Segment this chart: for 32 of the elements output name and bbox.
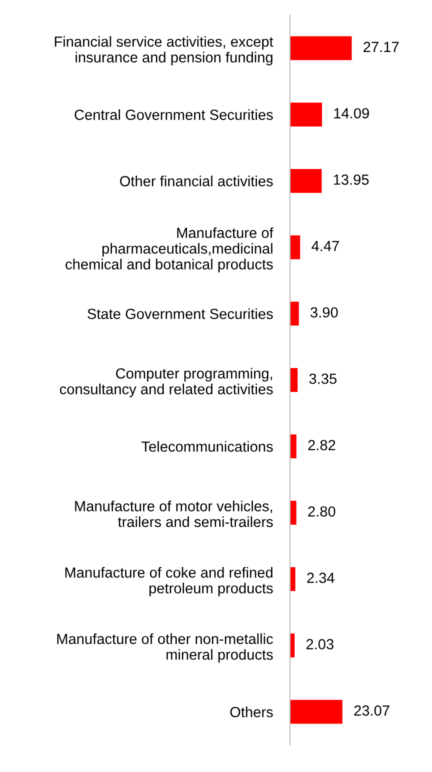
y-tick-label: Manufacture of other non-metallic mineral products xyxy=(57,633,273,663)
data-label: 3.35 xyxy=(309,374,336,384)
bar xyxy=(290,36,352,60)
bar xyxy=(290,700,342,724)
data-label: 2.03 xyxy=(306,639,334,650)
y-tick-label: Other financial activities xyxy=(120,176,273,186)
data-label: 2.80 xyxy=(308,506,336,517)
data-label: 4.47 xyxy=(312,241,339,252)
bar xyxy=(290,500,296,525)
y-tick-label: Financial service activities, except insurance and pension funding xyxy=(54,36,274,66)
y-tick-label: State Government Securities xyxy=(88,308,273,320)
y-tick-label: Others xyxy=(230,706,273,718)
data-label: 2.82 xyxy=(308,440,336,450)
data-label: 23.07 xyxy=(354,705,390,716)
y-tick-label: Computer programming, consultancy and related activities xyxy=(60,368,273,398)
y-tick-label: Manufacture of coke and refined petroleum products xyxy=(65,567,273,596)
bar xyxy=(290,567,296,592)
data-label: 14.09 xyxy=(334,108,369,118)
bar xyxy=(290,368,298,392)
y-tick-label: Telecommunications xyxy=(142,441,273,452)
y-tick-label: Central Government Securities xyxy=(74,109,273,120)
y-tick-label: Manufacture of motor vehicles, trailers and semi-trailers xyxy=(75,500,273,528)
bar xyxy=(290,235,300,260)
bar xyxy=(290,434,296,458)
bar xyxy=(290,102,322,126)
data-label: 3.90 xyxy=(310,307,338,318)
bar xyxy=(290,168,322,193)
data-label: 2.34 xyxy=(307,572,334,584)
data-label: 13.95 xyxy=(334,174,369,185)
y-tick-label: Manufacture of pharmaceuticals,medicinal chemical and botanical products xyxy=(66,227,274,272)
bar xyxy=(290,302,299,326)
data-label: 27.17 xyxy=(364,42,399,52)
